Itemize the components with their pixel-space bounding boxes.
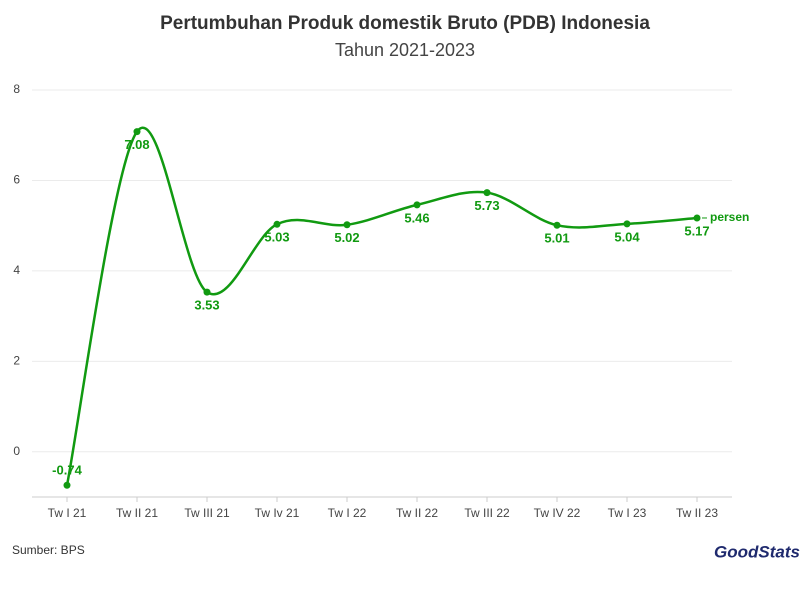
point <box>63 481 71 489</box>
point <box>483 189 491 197</box>
value-label: 5.46 <box>404 210 429 225</box>
point <box>553 221 561 229</box>
chart-title: Pertumbuhan Produk domestik Bruto (PDB) … <box>160 13 650 34</box>
x-tick-label: Tw III 21 <box>184 506 230 520</box>
x-tick-label: Tw Iv 21 <box>255 506 300 520</box>
value-label: 7.08 <box>124 137 149 152</box>
x-tick-label: Tw III 22 <box>464 506 510 520</box>
x-tick-label: Tw IV 22 <box>534 506 581 520</box>
value-label: 5.17 <box>684 223 709 238</box>
value-label: 5.73 <box>474 198 499 213</box>
point <box>343 221 351 229</box>
chart-subtitle: Tahun 2021-2023 <box>335 40 475 60</box>
point <box>693 214 701 222</box>
point <box>623 220 631 228</box>
value-label: 5.01 <box>544 231 569 246</box>
y-tick-label: 0 <box>13 444 20 458</box>
value-label: 5.03 <box>264 230 289 245</box>
x-tick-label: Tw II 21 <box>116 506 158 520</box>
x-tick-label: Tw I 21 <box>48 506 87 520</box>
x-tick-label: Tw I 23 <box>608 506 647 520</box>
point <box>413 201 421 209</box>
value-label: 3.53 <box>194 298 219 313</box>
point <box>273 220 281 228</box>
y-tick-label: 6 <box>13 173 20 187</box>
point <box>203 288 211 296</box>
point <box>133 128 141 136</box>
value-label: 5.04 <box>614 229 640 244</box>
source: Sumber: BPS <box>12 543 85 557</box>
y-tick-label: 2 <box>13 354 20 368</box>
value-label: -0.74 <box>52 463 82 478</box>
logo: GoodStats <box>714 542 800 561</box>
legend-label: persen <box>710 210 749 224</box>
x-tick-label: Tw I 22 <box>328 506 367 520</box>
y-tick-label: 8 <box>13 82 20 96</box>
value-label: 5.02 <box>334 230 359 245</box>
line <box>65 126 698 486</box>
x-tick-label: Tw II 22 <box>396 506 438 520</box>
y-tick-label: 4 <box>13 263 20 277</box>
x-tick-label: Tw II 23 <box>676 506 718 520</box>
